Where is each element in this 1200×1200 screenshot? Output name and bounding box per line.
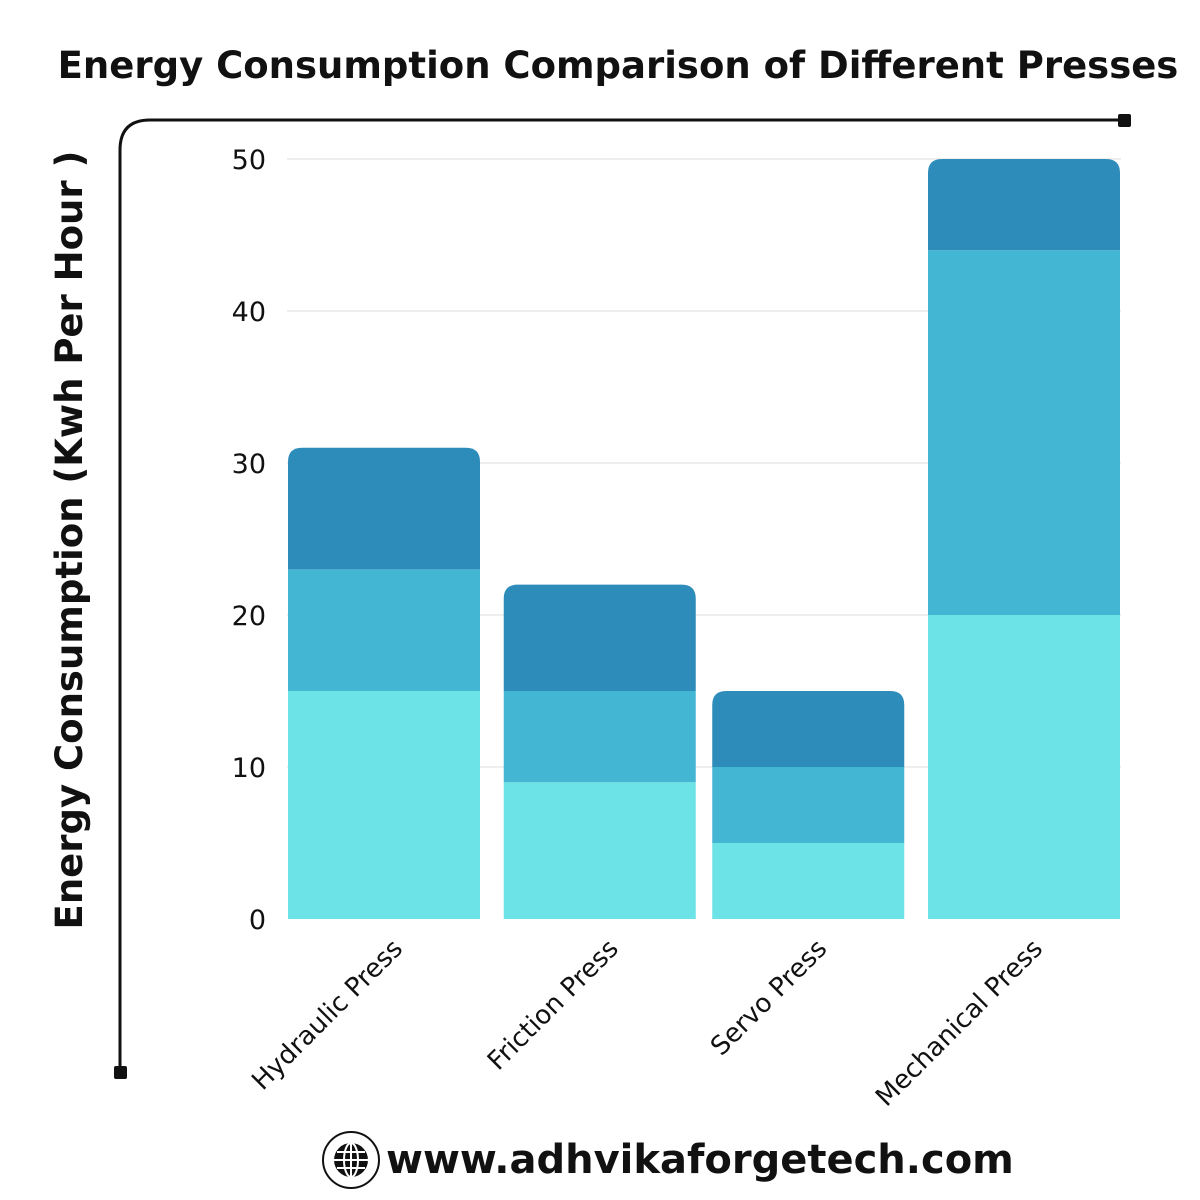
website-url[interactable]: www.adhvikaforgetech.com: [386, 1137, 1014, 1183]
y-tick-label: 30: [232, 449, 266, 480]
bar-segment: [288, 569, 480, 691]
globe-icon: [322, 1131, 380, 1189]
bar-segment: [712, 691, 905, 767]
y-axis-label: Energy Consumption (Kwh Per Hour ): [48, 151, 91, 930]
y-tick-label: 10: [232, 753, 266, 784]
bar-segment: [503, 691, 696, 783]
frame-end-marker: [114, 1066, 127, 1079]
frame-line: [118, 118, 1125, 1072]
frame-end-marker: [1118, 114, 1131, 127]
bar-segment: [712, 843, 905, 919]
bar-segment: [288, 447, 480, 570]
bar-stack: [928, 159, 1120, 919]
bar-segment: [503, 584, 696, 691]
bar-segment: [928, 250, 1120, 615]
bar-segment: [928, 159, 1120, 251]
bar-stack: [712, 691, 905, 919]
bar-segment: [712, 767, 905, 843]
bar-segment: [928, 615, 1120, 919]
bar-segment: [503, 782, 696, 919]
footer: www.adhvikaforgetech.com: [322, 1128, 1014, 1192]
bar-segment: [288, 691, 480, 919]
y-tick-label: 50: [232, 145, 266, 176]
x-tick-label: Mechanical Press: [870, 934, 1049, 1113]
x-tick-label: Servo Press: [705, 934, 833, 1062]
y-tick-label: 20: [232, 601, 266, 632]
bar-stack: [288, 447, 480, 919]
bar-stack: [503, 584, 696, 919]
y-tick-label: 40: [232, 297, 266, 328]
x-tick-label: Friction Press: [482, 934, 625, 1077]
chart-title: Energy Consumption Comparison of Differe…: [57, 44, 1179, 87]
y-tick-label: 0: [249, 905, 266, 936]
x-tick-label: Hydraulic Press: [246, 934, 409, 1097]
